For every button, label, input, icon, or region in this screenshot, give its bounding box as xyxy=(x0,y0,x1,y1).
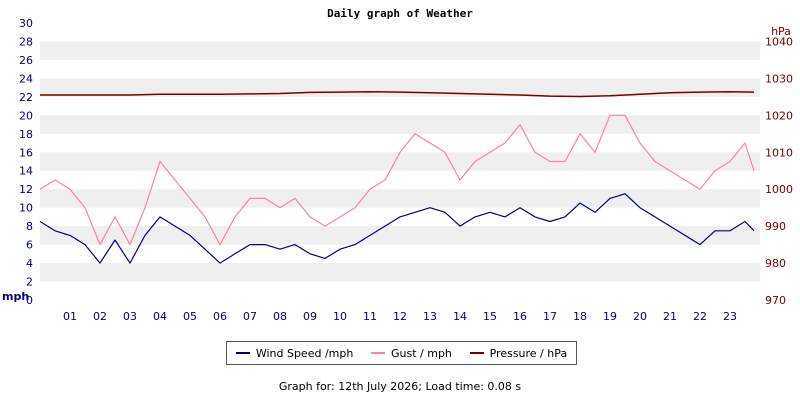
left-tick-label: 26 xyxy=(19,54,33,67)
legend-swatch-pressure xyxy=(469,352,484,354)
grid-band xyxy=(40,115,760,134)
grid-band xyxy=(40,263,760,282)
x-tick-label: 11 xyxy=(363,310,377,323)
legend-swatch-wind xyxy=(235,352,250,354)
grid-band xyxy=(40,41,760,60)
x-tick-label: 12 xyxy=(393,310,407,323)
legend-label-pressure: Pressure / hPa xyxy=(489,346,568,360)
x-tick-label: 15 xyxy=(483,310,497,323)
x-tick-label: 13 xyxy=(423,310,437,323)
grid-bands xyxy=(40,41,760,282)
x-tick-label: 18 xyxy=(573,310,587,323)
x-tick-label: 05 xyxy=(183,310,197,323)
left-tick-label: 2 xyxy=(26,276,33,289)
left-tick-label: 30 xyxy=(19,17,33,30)
left-tick-label: 24 xyxy=(19,72,33,85)
left-tick-label: 20 xyxy=(19,109,33,122)
left-tick-label: 22 xyxy=(19,91,33,104)
x-tick-label: 19 xyxy=(603,310,617,323)
chart-title: Daily graph of Weather xyxy=(327,7,473,20)
right-axis-ticks: 970 980 990 1000 1010 1020 1030 1040 xyxy=(765,35,793,307)
x-tick-label: 06 xyxy=(213,310,227,323)
x-tick-label: 14 xyxy=(453,310,467,323)
left-tick-label: 12 xyxy=(19,183,33,196)
legend-label-gust: Gust / mph xyxy=(391,346,452,360)
left-tick-label: 28 xyxy=(19,35,33,48)
left-axis-unit: mph xyxy=(2,290,29,303)
grid-band xyxy=(40,226,760,245)
left-tick-label: 18 xyxy=(19,128,33,141)
left-tick-label: 6 xyxy=(26,239,33,252)
right-tick-label: 990 xyxy=(765,220,786,233)
x-tick-label: 09 xyxy=(303,310,317,323)
right-tick-label: 980 xyxy=(765,257,786,270)
x-tick-label: 02 xyxy=(93,310,107,323)
series-group xyxy=(39,90,755,264)
left-tick-label: 14 xyxy=(19,165,33,178)
footer-text: Graph for: 12th July 2026; Load time: 0.… xyxy=(278,380,522,393)
gust-line xyxy=(39,114,755,246)
legend: Wind Speed /mph Gust / mph Pressure / hP… xyxy=(226,341,577,365)
x-tick-label: 03 xyxy=(123,310,137,323)
right-axis-unit: hPa xyxy=(771,25,791,38)
x-tick-label: 10 xyxy=(333,310,347,323)
x-tick-label: 16 xyxy=(513,310,527,323)
left-tick-label: 16 xyxy=(19,146,33,159)
x-tick-label: 21 xyxy=(663,310,677,323)
legend-item-gust: Gust / mph xyxy=(371,347,452,360)
right-tick-label: 1040 xyxy=(765,35,793,48)
right-tick-label: 1010 xyxy=(765,146,793,159)
right-tick-label: 1030 xyxy=(765,72,793,85)
left-tick-label: 8 xyxy=(26,220,33,233)
legend-item-pressure: Pressure / hPa xyxy=(469,346,568,360)
x-tick-label: 08 xyxy=(273,310,287,323)
right-tick-label: 1000 xyxy=(765,183,793,196)
x-tick-label: 22 xyxy=(693,310,707,323)
x-tick-label: 01 xyxy=(63,310,77,323)
x-tick-label: 20 xyxy=(633,310,647,323)
legend-swatch-gust xyxy=(371,352,385,354)
left-tick-label: 10 xyxy=(19,202,33,215)
grid-band xyxy=(40,152,760,171)
legend-label-wind: Wind Speed /mph xyxy=(255,346,354,360)
left-tick-label: 0 xyxy=(26,294,33,307)
x-tick-label: 07 xyxy=(243,310,257,323)
left-tick-label: 4 xyxy=(26,257,33,270)
wind-speed-line xyxy=(39,193,755,264)
pressure-line xyxy=(40,90,755,98)
grid-band xyxy=(40,78,760,97)
x-tick-label: 23 xyxy=(723,310,737,323)
x-axis-ticks: 01 02 03 04 05 06 07 08 09 10 11 12 13 14 15 16 17 18 19 20… xyxy=(63,310,737,323)
x-tick-label: 17 xyxy=(543,310,557,323)
x-tick-label: 04 xyxy=(153,310,167,323)
right-tick-label: 970 xyxy=(765,294,786,307)
legend-item-wind: Wind Speed /mph xyxy=(235,346,354,360)
right-tick-label: 1020 xyxy=(765,109,793,122)
